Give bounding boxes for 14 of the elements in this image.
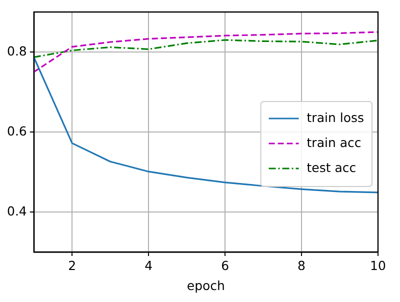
legend-label: train acc	[306, 134, 362, 150]
y-tick-label: 0.4	[6, 203, 27, 218]
y-tick-label: 0.6	[6, 123, 27, 138]
line-series	[34, 31, 378, 73]
x-tick-label: 10	[370, 258, 386, 273]
x-tick-label: 4	[144, 258, 153, 273]
line-series	[34, 39, 378, 58]
x-tick-label: 2	[68, 258, 76, 273]
legend-label: test acc	[306, 160, 356, 175]
x-tick-label: 8	[298, 258, 306, 273]
x-tick-label: 6	[221, 258, 230, 273]
x-axis-title: epoch	[186, 278, 225, 293]
legend-label: train loss	[306, 110, 364, 125]
y-tick-label: 0.8	[6, 43, 27, 58]
